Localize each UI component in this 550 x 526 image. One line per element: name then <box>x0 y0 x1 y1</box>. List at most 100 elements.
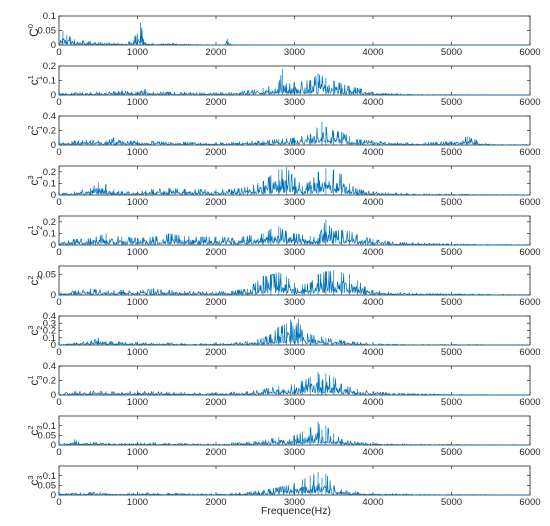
x-tick-label: 2000 <box>205 147 226 158</box>
x-tick-label: 4000 <box>362 297 383 308</box>
y-tick-label: 0.4 <box>43 311 56 322</box>
x-tick-label: 5000 <box>441 397 462 408</box>
x-tick-label: 5000 <box>441 497 462 508</box>
spectrum-line <box>58 167 531 196</box>
spectrum-line <box>58 22 531 46</box>
axes-frame <box>58 15 531 46</box>
x-tick-label: 6000 <box>519 297 540 308</box>
y-axis-label: c23 <box>26 425 44 435</box>
y-tick-label: 0.1 <box>43 179 56 190</box>
x-tick-label: 0 <box>56 247 61 258</box>
x-tick-label: 1000 <box>127 397 148 408</box>
x-tick-label: 0 <box>56 47 61 58</box>
y-tick-label: 0 <box>51 290 56 301</box>
x-tick-label: 3000 <box>284 197 305 208</box>
x-tick-label: 3000 <box>284 397 305 408</box>
x-tick-label: 6000 <box>519 97 540 108</box>
x-tick-label: 2000 <box>205 447 226 458</box>
x-tick-label: 5000 <box>441 347 462 358</box>
x-tick-label: 6000 <box>519 47 540 58</box>
y-tick-label: 0.2 <box>43 376 56 387</box>
y-axis-label: c21 <box>26 125 44 135</box>
x-tick-label: 2000 <box>205 297 226 308</box>
x-tick-label: 0 <box>56 347 61 358</box>
y-tick-label: 0 <box>51 90 56 101</box>
x-tick-label: 6000 <box>519 147 540 158</box>
x-tick-label: 5000 <box>441 247 462 258</box>
x-tick-label: 1000 <box>127 497 148 508</box>
subplot-7: 0 1000 2000 3000 4000 5000 6000 00.10.20.30.4 c3… <box>26 311 541 358</box>
x-tick-label: 1000 <box>127 447 148 458</box>
x-tick-label: 1000 <box>127 147 148 158</box>
spectrum-line <box>58 270 531 296</box>
y-axis-label: c22 <box>26 275 44 285</box>
x-tick-label: 5000 <box>441 447 462 458</box>
x-tick-label: 1000 <box>127 47 148 58</box>
x-tick-label: 4000 <box>362 247 383 258</box>
x-tick-label: 6000 <box>519 197 540 208</box>
y-tick-label: 0.4 <box>43 361 56 372</box>
y-axis-label: c12 <box>26 225 44 235</box>
y-tick-label: 0.05 <box>38 269 57 280</box>
x-tick-label: 6000 <box>519 397 540 408</box>
x-tick-label: 0 <box>56 397 61 408</box>
subplot-1: 0 1000 2000 3000 4000 5000 6000 0 0.05 0.1C0 <box>26 11 541 58</box>
y-tick-label: 0.1 <box>43 11 56 22</box>
x-tick-label: 5000 <box>441 97 462 108</box>
y-tick-label: 0.3 <box>43 318 56 329</box>
y-tick-label: 0.2 <box>43 326 56 337</box>
y-axis-label: c13 <box>26 375 44 385</box>
x-tick-label: 1000 <box>127 247 148 258</box>
x-tick-label: 4000 <box>362 47 383 58</box>
y-tick-label: 0.4 <box>43 111 56 122</box>
x-axis-label: Frequence(Hz) <box>260 505 332 517</box>
y-tick-label: 0 <box>51 440 56 451</box>
y-tick-label: 0.1 <box>43 333 56 344</box>
x-tick-label: 0 <box>56 297 61 308</box>
x-tick-label: 4000 <box>362 447 383 458</box>
x-tick-label: 2000 <box>205 197 226 208</box>
x-tick-label: 2000 <box>205 97 226 108</box>
x-tick-label: 3000 <box>284 97 305 108</box>
x-tick-label: 3000 <box>284 297 305 308</box>
x-tick-label: 3000 <box>284 497 305 508</box>
x-tick-label: 3000 <box>284 447 305 458</box>
y-tick-label: 0.2 <box>43 217 56 228</box>
y-tick-label: 0 <box>51 390 56 401</box>
x-tick-label: 2000 <box>205 347 226 358</box>
y-tick-label: 0 <box>51 40 56 51</box>
x-tick-label: 2000 <box>205 247 226 258</box>
x-tick-label: 4000 <box>362 97 383 108</box>
y-tick-label: 0.05 <box>38 431 57 442</box>
spectrum-line <box>58 219 531 246</box>
y-tick-label: 0.1 <box>43 471 56 482</box>
y-axis-label: c32 <box>26 325 44 335</box>
x-tick-label: 4000 <box>362 197 383 208</box>
y-tick-label: 0 <box>51 490 56 501</box>
x-tick-label: 0 <box>56 147 61 158</box>
x-tick-label: 5000 <box>441 197 462 208</box>
y-tick-label: 0.05 <box>38 481 57 492</box>
spectrum-line <box>58 471 531 496</box>
y-axis-label: c31 <box>26 175 44 185</box>
x-tick-label: 0 <box>56 197 61 208</box>
x-tick-label: 0 <box>56 97 61 108</box>
y-tick-label: 0.2 <box>43 61 56 72</box>
y-tick-label: 0 <box>51 340 56 351</box>
x-tick-label: 3000 <box>284 147 305 158</box>
y-tick-label: 0.2 <box>43 167 56 178</box>
y-tick-label: 0.1 <box>43 76 56 87</box>
x-tick-label: 5000 <box>441 297 462 308</box>
spectrum-line <box>58 68 531 96</box>
x-tick-label: 0 <box>56 447 61 458</box>
spectrum-line <box>58 318 531 346</box>
